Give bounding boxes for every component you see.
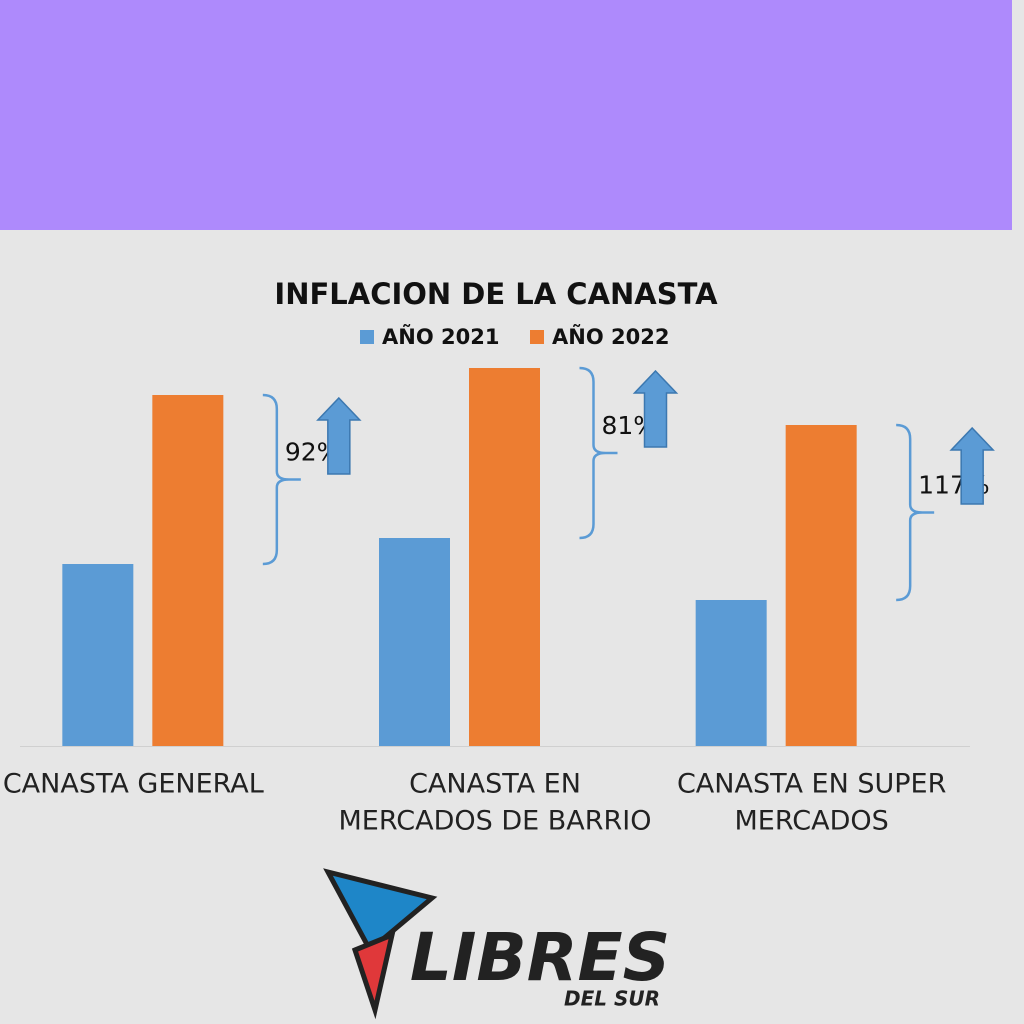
bracket — [896, 423, 935, 602]
logo-shape — [351, 930, 396, 1020]
bar — [469, 368, 540, 746]
banner — [0, 0, 1012, 230]
legend-swatch — [530, 330, 544, 344]
bar — [785, 425, 857, 746]
bar — [379, 538, 450, 746]
x-tick-label: CANASTA EN SUPER — [677, 769, 946, 800]
arrow — [632, 369, 679, 448]
legend-label: AÑO 2022 — [552, 324, 669, 349]
arrow — [949, 426, 995, 505]
bracket — [262, 393, 301, 566]
bar — [152, 395, 224, 746]
bar — [62, 564, 134, 746]
legend-label: AÑO 2021 — [382, 324, 499, 349]
legend-swatch — [360, 330, 374, 344]
logo-name: LIBRES — [410, 919, 670, 996]
bracket — [579, 366, 618, 540]
x-tick-label: CANASTA GENERAL — [3, 769, 264, 800]
logo-subtitle: DEL SUR — [564, 987, 660, 1011]
bar — [695, 600, 767, 746]
arrow — [316, 396, 362, 475]
x-tick-label: CANASTA EN — [409, 769, 581, 800]
chart-title: INFLACION DE LA CANASTA — [274, 277, 718, 311]
x-tick-label: MERCADOS DE BARRIO — [338, 806, 651, 837]
logo-shape — [323, 868, 438, 954]
logo: LIBRES DEL SUR — [323, 868, 670, 1020]
x-tick-label: MERCADOS — [735, 806, 889, 837]
